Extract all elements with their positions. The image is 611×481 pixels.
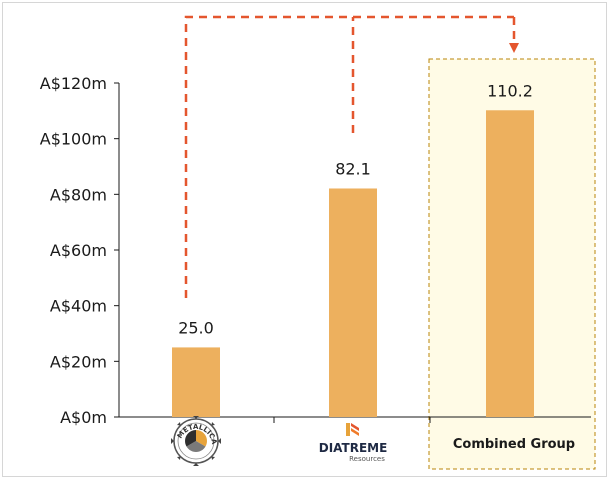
connector-line-metallica: [184, 15, 514, 298]
y-tick-label: A$0m: [60, 408, 107, 427]
merger-connector: [184, 15, 519, 298]
metallica-logo: METALLICA: [171, 416, 221, 466]
category-label-combined: Combined Group: [453, 437, 575, 452]
diatreme-flag-icon: [346, 423, 359, 436]
y-tick-label: A$100m: [40, 130, 107, 149]
bar-1: [172, 347, 220, 417]
data-labels-group: 25.0 82.1 110.2: [178, 81, 533, 337]
diatreme-logo: DIATREME Resources: [319, 423, 388, 463]
data-label-3: 110.2: [487, 81, 533, 100]
diatreme-sub: Resources: [349, 455, 385, 463]
y-tick-label: A$40m: [50, 297, 107, 316]
y-tick-label: A$80m: [50, 185, 107, 204]
bar-2: [329, 188, 377, 417]
y-tick-label: A$60m: [50, 241, 107, 260]
y-axis-ticks: A$0m A$20m A$40m A$60m A$80m A$100m A$120m: [40, 74, 119, 427]
bar-3: [486, 110, 534, 417]
bars-group: [172, 110, 534, 417]
data-label-2: 82.1: [335, 159, 371, 178]
y-tick-label: A$120m: [40, 74, 107, 93]
diatreme-name: DIATREME: [319, 441, 388, 455]
x-axis-ticks: [273, 417, 431, 423]
y-tick-label: A$20m: [50, 352, 107, 371]
data-label-1: 25.0: [178, 318, 214, 337]
